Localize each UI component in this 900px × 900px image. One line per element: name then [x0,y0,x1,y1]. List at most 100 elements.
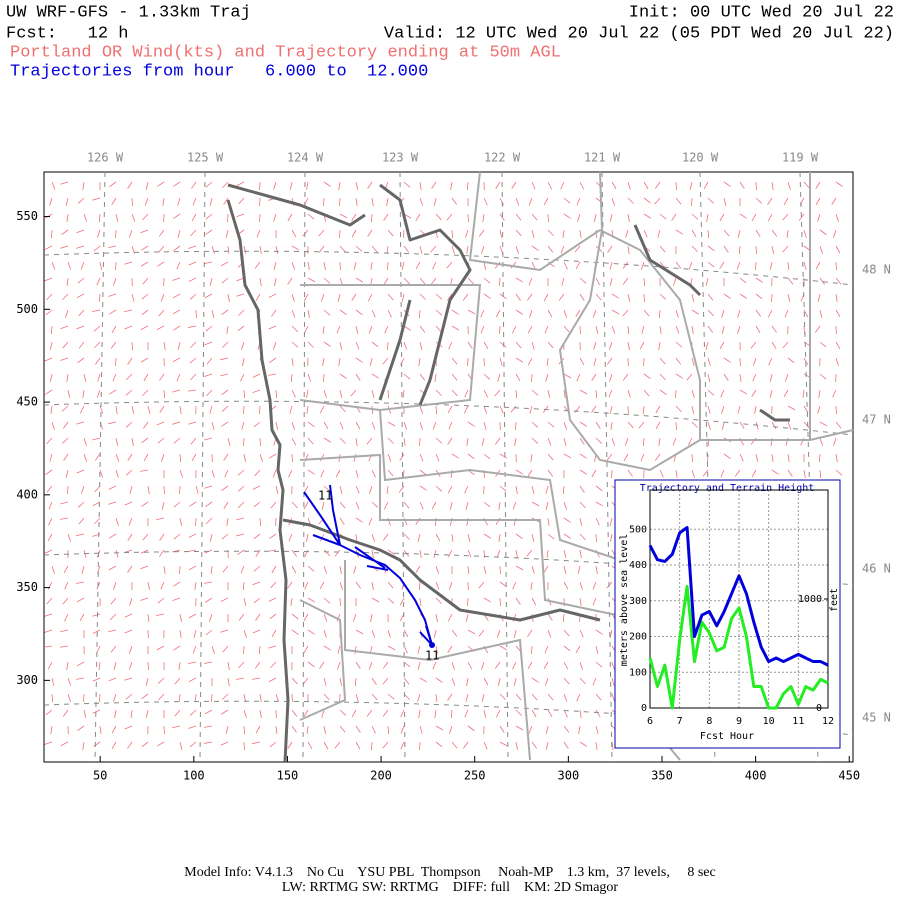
wind-barb [563,645,571,652]
wind-barb [402,469,405,479]
wind-barb [435,405,438,415]
longitude-label: 126 W [87,151,124,165]
wind-barb [563,533,571,539]
x-tick-label: 150 [277,769,299,783]
wind-barb [547,341,554,349]
wind-barb [189,501,197,507]
wind-barb [124,309,133,313]
wind-barb [355,373,361,382]
wind-barb [755,229,761,238]
wind-barb [156,741,165,747]
wind-barb [640,453,645,462]
wind-barb [435,565,440,574]
wind-barb [290,597,293,606]
wind-barb [179,613,182,622]
wind-barb [464,405,469,414]
wind-barb [655,405,661,414]
wind-barb [448,581,453,590]
wind-barb [291,245,300,251]
wind-barb [355,661,361,669]
wind-barb [142,533,149,541]
longitude-label: 121 W [584,151,621,165]
wind-barb [110,645,117,653]
wind-barb [675,197,682,205]
wind-barb [595,565,598,574]
wind-barb [451,309,459,315]
wind-barb [275,485,279,494]
wind-barb [125,469,133,476]
wind-barb [173,581,181,587]
wind-barb [499,405,504,414]
wind-barb [527,325,533,334]
wind-barb [127,565,133,573]
wind-barb [366,437,373,445]
wind-barb [205,229,213,235]
wind-barb [675,421,677,431]
wind-barb [128,645,133,654]
wind-barb [579,469,587,475]
x-axis-label: Fcst Hour [700,731,754,742]
wind-barb [835,469,843,476]
wind-barb [466,181,469,191]
wind-barb [97,373,101,382]
wind-barb [560,181,565,190]
wind-barb [771,453,774,462]
wind-barb [675,309,679,318]
wind-barb [157,181,165,187]
wind-barb [62,597,69,605]
wind-barb [624,437,629,446]
wind-barb [92,197,101,201]
wind-barb [204,581,213,584]
wind-barb [130,709,133,718]
wind-barb [268,677,277,683]
wind-barb [435,645,438,654]
wind-barb [609,373,613,382]
wind-barb [527,469,533,477]
wind-barb [609,213,613,222]
wind-barb [383,277,389,286]
wind-barb [99,725,102,734]
wind-barb [819,421,828,427]
wind-barb [156,613,165,617]
wind-barb [205,597,213,603]
wind-barb [259,693,262,702]
wind-barb [531,389,539,396]
wind-barb [387,645,396,651]
wind-barb [371,421,376,430]
wind-barb [499,597,501,607]
wind-barb [447,693,453,701]
wind-barb [160,581,165,590]
wind-barb [547,629,552,638]
wind-barb [92,437,101,441]
wind-barb [815,181,821,189]
wind-barb [531,709,537,718]
wind-barb [659,373,666,381]
wind-barb [307,309,310,318]
wind-barb [515,197,520,206]
wind-barb [371,693,378,701]
wind-barb [221,405,229,412]
wind-barb [188,725,197,729]
wind-barb [400,725,405,734]
wind-barb [627,293,631,302]
wind-barb [787,453,790,462]
wind-barb [611,437,616,446]
wind-barb [691,245,698,253]
wind-barb [253,421,261,428]
wind-barb [50,373,53,382]
wind-barb [355,581,361,589]
title: UW WRF-GFS - 1.33km Traj [6,3,251,22]
wind-barb [64,613,69,622]
wind-barb [384,501,389,510]
wind-barb [691,421,698,428]
wind-barb [129,597,133,606]
wind-barb [355,485,360,494]
wind-barb [752,373,757,382]
wind-barb [126,373,133,381]
wind-barb [563,325,570,333]
wind-barb [382,357,389,365]
wind-barb [643,309,650,317]
wind-barb [611,197,616,206]
wind-barb [387,725,390,735]
trajectory-label: 11 [425,649,439,663]
